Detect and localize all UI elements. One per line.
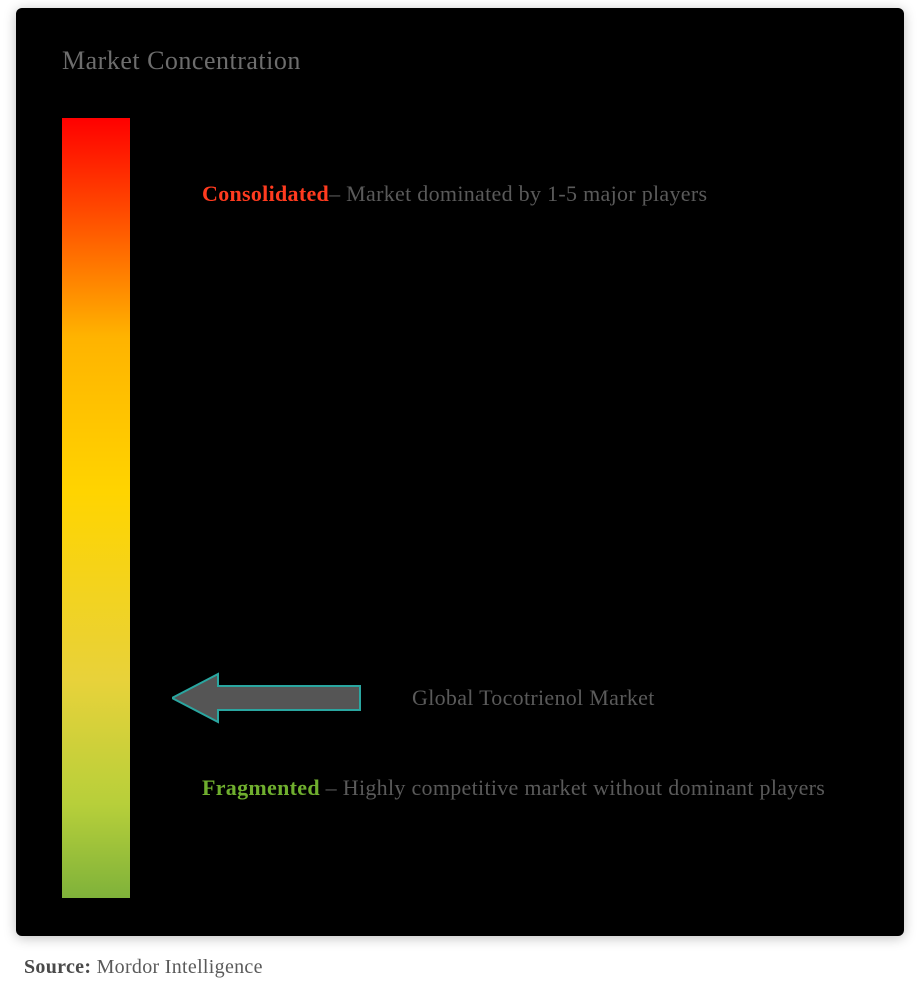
source-label: Source: xyxy=(24,956,91,978)
consolidated-label: Consolidated– Market dominated by 1-5 ma… xyxy=(202,174,882,215)
consolidated-text: – Market dominated by 1-5 major players xyxy=(329,181,707,206)
consolidated-keyword: Consolidated xyxy=(202,181,329,206)
source-value: Mordor Intelligence xyxy=(91,956,263,978)
arrow-left-icon xyxy=(172,670,362,726)
source-attribution: Source: Mordor Intelligence xyxy=(24,956,263,979)
card-content: Consolidated– Market dominated by 1-5 ma… xyxy=(62,118,858,898)
market-marker: Global Tocotrienol Market xyxy=(172,670,655,726)
concentration-gradient-bar xyxy=(62,118,130,898)
market-marker-label: Global Tocotrienol Market xyxy=(412,685,655,711)
fragmented-text: – Highly competitive market without domi… xyxy=(320,775,825,800)
fragmented-keyword: Fragmented xyxy=(202,775,320,800)
market-concentration-card: Market Concentration Consolidated– Marke… xyxy=(16,8,904,936)
card-title: Market Concentration xyxy=(62,46,858,76)
fragmented-label: Fragmented – Highly competitive market w… xyxy=(202,768,902,809)
